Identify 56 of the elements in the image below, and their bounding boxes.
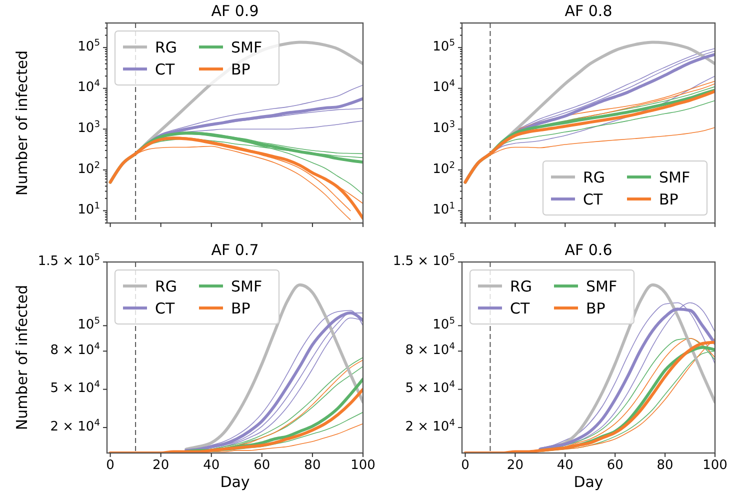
x-tick-label: 80: [304, 458, 321, 473]
y-tick-label: 10$^{1}$: [432, 202, 455, 218]
x-tick-label: 100: [702, 458, 728, 473]
x-tick-label: 20: [506, 458, 524, 473]
legend-label: SMF: [586, 277, 618, 296]
y-tick-label: 10$^{4}$: [78, 79, 100, 96]
x-tick-label: 0: [106, 458, 114, 473]
y-tick-label: 10$^{5}$: [78, 38, 100, 54]
x-tick-label: 0: [461, 458, 470, 473]
y-tick-label: 1.5 × 10$^{5}$: [392, 252, 455, 269]
legend-label: CT: [155, 299, 176, 318]
legend-label: BP: [231, 299, 250, 318]
y-tick-label: 10$^{5}$: [432, 316, 455, 333]
x-tick-label: 40: [203, 458, 220, 473]
x-axis-title: Day: [574, 473, 604, 491]
x-tick-label: 40: [556, 458, 574, 473]
y-tick-label: 10$^{3}$: [432, 120, 456, 136]
y-tick-label: 10$^{4}$: [432, 79, 456, 96]
y-tick-label: 10$^{3}$: [78, 120, 100, 136]
y-tick-label: 2 × 10$^{4}$: [50, 418, 100, 434]
y-tick-label: 10$^{5}$: [78, 316, 100, 333]
y-tick-label: 10$^{5}$: [432, 38, 455, 54]
legend-label: RG: [155, 38, 178, 56]
legend-label: RG: [510, 277, 532, 296]
legend-label: CT: [510, 299, 530, 318]
x-tick-label: 20: [152, 458, 170, 473]
y-tick-label: 10$^{1}$: [78, 202, 100, 218]
legend-label: BP: [586, 299, 606, 318]
y-tick-label: 1.5 × 10$^{5}$: [38, 252, 100, 269]
x-tick-label: 60: [254, 458, 270, 473]
y-axis-title: Number of infected: [13, 284, 31, 430]
y-tick-label: 10$^{2}$: [432, 160, 455, 177]
chart-title: AF 0.9: [211, 2, 259, 20]
legend-label: BP: [231, 60, 250, 78]
y-tick-label: 8 × 10$^{4}$: [50, 342, 100, 358]
legend-label: BP: [659, 190, 678, 208]
y-tick-label: 2 × 10$^{4}$: [405, 418, 456, 434]
x-tick-label: 100: [350, 458, 376, 473]
legend-label: RG: [155, 277, 178, 296]
chart-title: AF 0.7: [211, 241, 259, 259]
y-tick-label: 10$^{2}$: [78, 160, 100, 177]
x-tick-label: 80: [656, 458, 674, 473]
legend-label: CT: [155, 60, 176, 78]
x-axis-title: Day: [220, 473, 250, 491]
legend-label: SMF: [231, 38, 262, 56]
chart-title: AF 0.6: [564, 241, 612, 259]
legend-label: SMF: [231, 277, 262, 296]
legend-label: SMF: [659, 168, 690, 186]
y-tick-label: 5 × 10$^{4}$: [50, 380, 100, 396]
x-tick-label: 60: [606, 458, 624, 473]
y-tick-label: 5 × 10$^{4}$: [405, 380, 456, 396]
chart-title: AF 0.8: [564, 2, 612, 20]
y-axis-title: Number of infected: [13, 50, 31, 196]
legend-label: RG: [583, 168, 606, 186]
y-tick-label: 8 × 10$^{4}$: [405, 342, 456, 358]
legend-label: CT: [583, 190, 604, 208]
